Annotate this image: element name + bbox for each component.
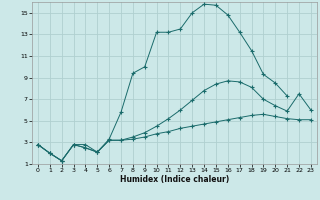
X-axis label: Humidex (Indice chaleur): Humidex (Indice chaleur) [120, 175, 229, 184]
